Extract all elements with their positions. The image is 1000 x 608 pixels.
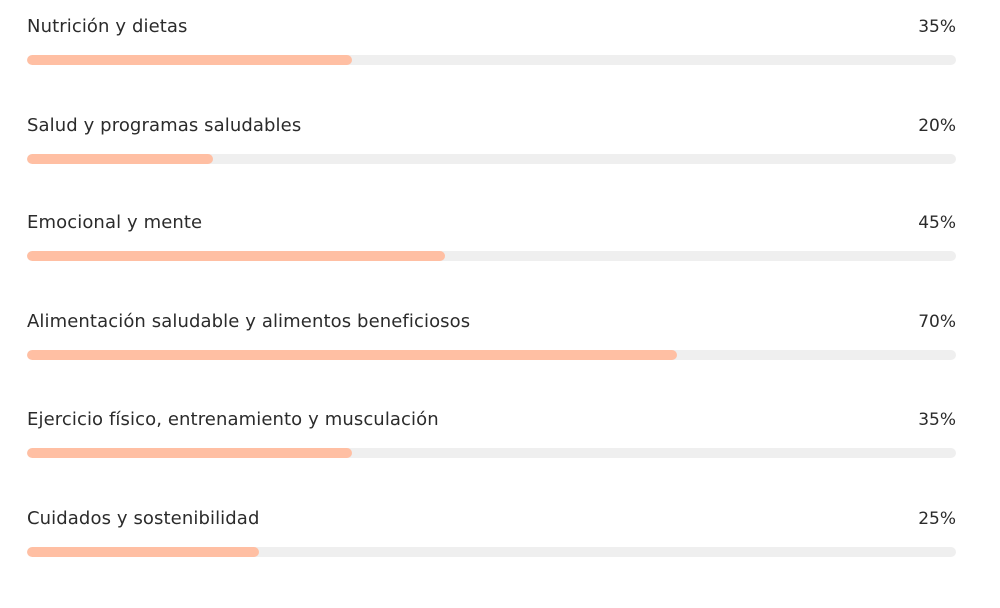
progress-track xyxy=(27,350,956,360)
progress-label: Cuidados y sostenibilidad xyxy=(27,508,260,529)
progress-value: 70% xyxy=(918,312,956,332)
progress-item-header: Alimentación saludable y alimentos benef… xyxy=(27,309,956,335)
progress-label: Alimentación saludable y alimentos benef… xyxy=(27,311,471,332)
progress-value: 20% xyxy=(918,116,956,136)
progress-label: Ejercicio físico, entrenamiento y muscul… xyxy=(27,409,439,430)
progress-item-nutricion: Nutrición y dietas 35% xyxy=(27,0,956,70)
progress-label: Nutrición y dietas xyxy=(27,16,188,37)
progress-item-salud: Salud y programas saludables 20% xyxy=(27,99,956,169)
progress-item-header: Cuidados y sostenibilidad 25% xyxy=(27,506,956,532)
progress-item-header: Nutrición y dietas 35% xyxy=(27,14,956,40)
progress-item-header: Ejercicio físico, entrenamiento y muscul… xyxy=(27,407,956,433)
progress-item-header: Emocional y mente 45% xyxy=(27,210,956,236)
progress-track xyxy=(27,547,956,557)
progress-fill xyxy=(27,448,353,458)
progress-track xyxy=(27,154,956,164)
progress-track xyxy=(27,55,956,65)
progress-fill xyxy=(27,154,213,164)
progress-value: 35% xyxy=(918,17,956,37)
progress-label: Emocional y mente xyxy=(27,212,203,233)
progress-value: 45% xyxy=(918,213,956,233)
progress-fill xyxy=(27,251,446,261)
progress-track xyxy=(27,448,956,458)
progress-label: Salud y programas saludables xyxy=(27,115,302,136)
progress-item-emocional: Emocional y mente 45% xyxy=(27,196,956,266)
progress-item-ejercicio: Ejercicio físico, entrenamiento y muscul… xyxy=(27,393,956,463)
progress-fill xyxy=(27,547,260,557)
progress-fill xyxy=(27,55,353,65)
progress-fill xyxy=(27,350,678,360)
progress-track xyxy=(27,251,956,261)
progress-item-header: Salud y programas saludables 20% xyxy=(27,113,956,139)
progress-value: 25% xyxy=(918,509,956,529)
progress-item-cuidados: Cuidados y sostenibilidad 25% xyxy=(27,492,956,562)
progress-value: 35% xyxy=(918,410,956,430)
progress-item-alimentacion: Alimentación saludable y alimentos benef… xyxy=(27,295,956,365)
